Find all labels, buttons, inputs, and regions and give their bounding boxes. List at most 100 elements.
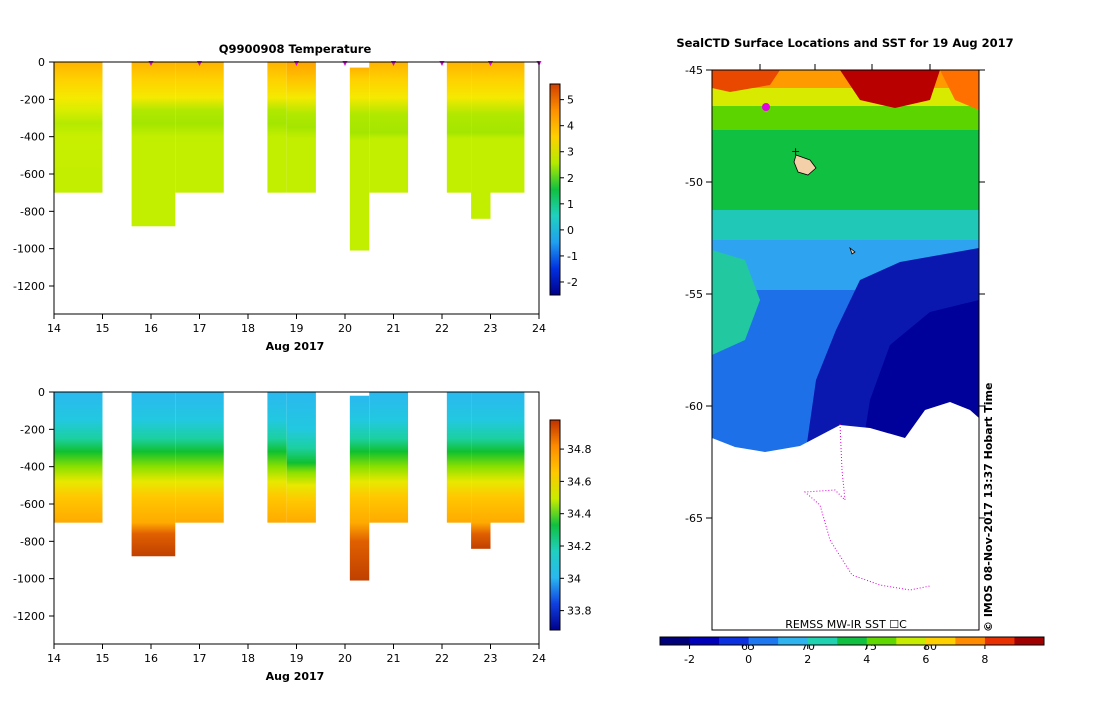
y-tick-label: -200: [20, 93, 45, 106]
colorbar-label: 33.8: [567, 605, 592, 618]
colorbar-label: 2: [567, 172, 574, 185]
latitude-axis: -45 -50 -55 -60 -65: [685, 64, 985, 525]
sst-colorbar-segment: [807, 637, 838, 645]
y-tick-label: -600: [20, 168, 45, 181]
x-tick-label: 21: [387, 652, 401, 665]
profile-column: [471, 62, 491, 219]
profile-column: [369, 62, 409, 193]
x-tick-label: 24: [532, 652, 546, 665]
x-tick-label: 20: [338, 652, 352, 665]
profile-cluster: [793, 154, 817, 176]
colorbar-label: 34.4: [567, 508, 592, 521]
x-tick-label: 23: [484, 652, 498, 665]
sst-west-tongue: [712, 250, 760, 355]
sst-colorbar: -2 0 2 4 6 8: [659, 636, 1045, 666]
temperature-section-chart: Q9900908 Temperature 14 15 16 17 18 19 20 21 22 2…: [13, 42, 578, 353]
sst-colorbar-label: 6: [922, 653, 929, 666]
colorbar-label: 3: [567, 146, 574, 159]
profile-column: [54, 392, 103, 523]
x-tick-label: 16: [144, 652, 158, 665]
profile-column: [490, 392, 525, 523]
x-tick-label: 15: [96, 322, 110, 335]
sst-colorbar-segment: [1014, 637, 1045, 645]
profile-column: [446, 392, 472, 523]
x-tick-label: 16: [144, 322, 158, 335]
sst-colorbar-segment: [955, 637, 986, 645]
temperature-x-axis: 14 15 16 17 18 19 20 21 22 23 24: [47, 314, 546, 335]
x-tick-label: 22: [435, 322, 449, 335]
colorbar-label: 0: [567, 224, 574, 237]
y-tick-label: -800: [20, 535, 45, 548]
temperature-x-axis-label: Aug 2017: [266, 340, 325, 353]
colorbar-label: 34.8: [567, 443, 592, 456]
colorbar-scale: [549, 419, 561, 631]
sst-warm-west: [712, 70, 780, 92]
sst-colorbar-segment: [689, 637, 720, 645]
timestamp-label: © IMOS 08-Nov-2017 13:37 Hobart Time: [982, 383, 995, 632]
sst-colorbar-segment: [896, 637, 927, 645]
sst-warm-core: [840, 70, 940, 108]
profile-column: [175, 392, 224, 523]
sea-ice-mask: [712, 402, 979, 630]
y-tick-label: -1200: [13, 280, 45, 293]
lat-tick-label: -45: [685, 64, 703, 77]
profile-column: [286, 392, 316, 523]
sst-colorbar-label: 0: [745, 653, 752, 666]
colorbar-label: 34: [567, 572, 581, 585]
x-tick-label: 20: [338, 322, 352, 335]
sst-colorbar-segment: [778, 637, 809, 645]
salinity-y-axis: 0 -200 -400 -600 -800 -1000 -1200: [13, 386, 54, 623]
y-tick-label: 0: [38, 386, 45, 399]
salinity-x-axis: 14 15 16 17 18 19 20 21 22 23 24: [47, 644, 546, 665]
y-tick-label: -1000: [13, 573, 45, 586]
y-tick-label: -1000: [13, 243, 45, 256]
sst-source-label: REMSS MW-IR SST ☐C: [785, 618, 907, 631]
x-tick-label: 17: [193, 652, 207, 665]
sst-colorbar-label: 2: [804, 653, 811, 666]
salinity-x-axis-label: Aug 2017: [266, 670, 325, 683]
sst-colorbar-segment: [984, 637, 1015, 645]
current-location-cross-icon: +: [791, 145, 800, 158]
colorbar-label: -1: [567, 250, 578, 263]
x-tick-label: 14: [47, 322, 61, 335]
sst-map-chart: SealCTD Surface Locations and SST for 19…: [659, 36, 1045, 666]
lat-tick-label: -55: [685, 288, 703, 301]
x-tick-label: 22: [435, 652, 449, 665]
profile-column: [175, 62, 224, 193]
sst-colorbar-segment: [837, 637, 868, 645]
sst-field: +: [712, 70, 979, 630]
colorbar-label: 34.2: [567, 540, 592, 553]
profile-column: [131, 392, 176, 557]
profile-column: [349, 395, 370, 581]
profile-column: [446, 62, 472, 193]
x-tick-label: 19: [290, 652, 304, 665]
colorbar-label: -2: [567, 276, 578, 289]
salinity-section-chart: 14 15 16 17 18 19 20 21 22 23 24 0 -200 -400 -600 -800…: [13, 386, 591, 683]
profile-column: [286, 62, 316, 193]
sst-colorbar-segment: [719, 637, 750, 645]
profile-column: [267, 62, 287, 193]
x-tick-label: 18: [241, 652, 255, 665]
lat-tick-label: -60: [685, 400, 703, 413]
sst-colorbar-label: 8: [981, 653, 988, 666]
temperature-y-axis: 0 -200 -400 -600 -800 -1000 -1200: [13, 56, 54, 293]
temperature-profiles: [54, 62, 525, 251]
x-tick-label: 14: [47, 652, 61, 665]
x-tick-label: 17: [193, 322, 207, 335]
salinity-profiles: [54, 392, 525, 581]
colorbar-label: 4: [567, 120, 574, 133]
map-frame: [711, 69, 980, 631]
profile-column: [267, 392, 287, 523]
profile-column: [131, 62, 176, 227]
x-tick-label: 23: [484, 322, 498, 335]
colorbar-label: 34.6: [567, 475, 592, 488]
temperature-colorbar: 5 4 3 2 1 0 -1 -2: [549, 83, 578, 296]
sst-map-title: SealCTD Surface Locations and SST for 19…: [676, 36, 1013, 50]
sst-colorbar-frame: [659, 636, 1045, 646]
profile-column: [490, 62, 525, 193]
sst-colorbar-label: 4: [863, 653, 870, 666]
x-tick-label: 15: [96, 652, 110, 665]
x-tick-label: 18: [241, 322, 255, 335]
profile-location-point: [849, 246, 856, 255]
